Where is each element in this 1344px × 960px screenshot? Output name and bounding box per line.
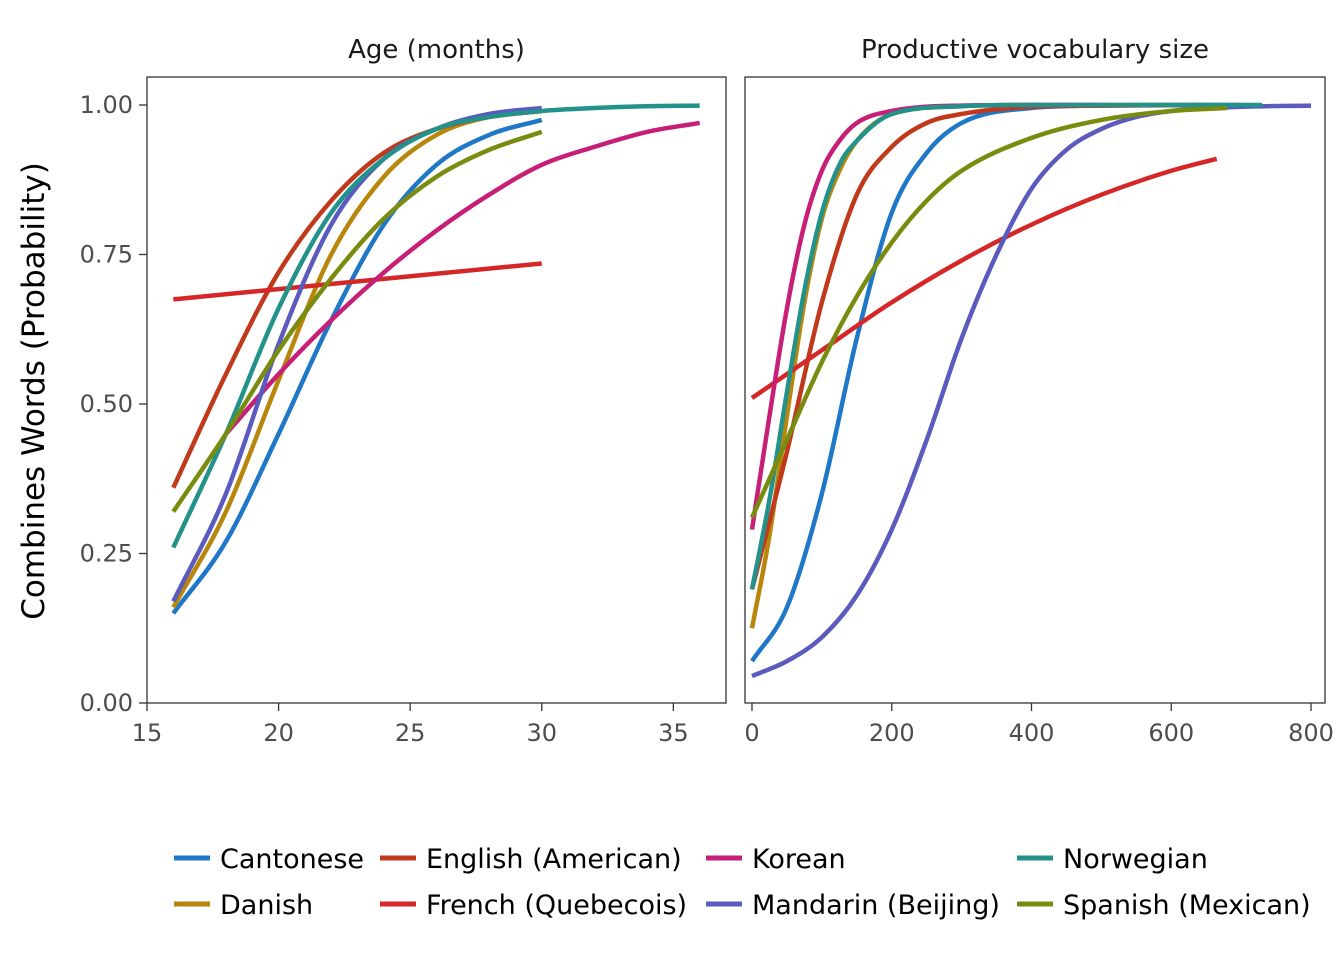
series-line-spanish-mexican	[171, 129, 543, 513]
y-tick-label: 1.00	[80, 91, 133, 119]
series-line-norwegian	[171, 103, 700, 549]
panel-age-months: Age (months) 15 20 25 30 35 0.00 0.25 0.50 0.75 1.…	[80, 35, 727, 747]
x-tick-label: 15	[132, 719, 163, 747]
legend-item-mandarin-beijing: Mandarin (Beijing)	[706, 890, 1000, 921]
legend-label: Norwegian	[1063, 844, 1208, 875]
x-tick-label: 600	[1148, 719, 1194, 747]
y-axis-title: Combines Words (Probability)	[16, 162, 52, 620]
legend: Cantonese Danish English (American) French …	[174, 844, 1311, 921]
series-line-spanish-mexican	[749, 105, 1228, 519]
y-tick-label: 0.00	[80, 689, 133, 717]
x-tick-label: 20	[263, 719, 294, 747]
series-line-norwegian	[749, 102, 1263, 590]
x-tick-label: 25	[395, 719, 426, 747]
panel-frame	[744, 76, 1326, 704]
series-line-mandarin-beijing	[751, 103, 1312, 679]
y-tick-label: 0.50	[80, 390, 133, 418]
series-line-korean	[224, 120, 701, 436]
panel-title: Productive vocabulary size	[861, 35, 1209, 65]
y-tick-label: 0.75	[80, 241, 133, 269]
legend-item-korean: Korean	[706, 844, 846, 875]
legend-item-english-american: English (American)	[380, 844, 682, 875]
panel-productive-vocabulary-size: Productive vocabulary size 0 200 400 600 800	[744, 35, 1334, 747]
legend-item-french-quebecois: French (Quebecois)	[380, 890, 687, 921]
legend-item-norwegian: Norwegian	[1017, 844, 1208, 875]
legend-label: Korean	[752, 844, 846, 875]
x-tick-label: 0	[744, 719, 759, 747]
legend-item-danish: Danish	[174, 890, 313, 921]
legend-item-cantonese: Cantonese	[174, 844, 364, 875]
x-tick-label: 200	[869, 719, 915, 747]
x-tick-label: 800	[1288, 719, 1334, 747]
y-tick-label: 0.25	[80, 540, 133, 568]
legend-item-spanish-mexican: Spanish (Mexican)	[1017, 890, 1311, 921]
panels: Age (months) 15 20 25 30 35 0.00 0.25 0.50 0.75 1.…	[80, 35, 1334, 747]
legend-label: Mandarin (Beijing)	[752, 890, 1000, 921]
series-line-cantonese	[171, 117, 543, 615]
x-tick-label: 400	[1009, 719, 1055, 747]
x-tick-label: 35	[658, 719, 689, 747]
series-line-cantonese	[750, 102, 1242, 663]
legend-label: Cantonese	[220, 844, 364, 875]
legend-label: Spanish (Mexican)	[1063, 890, 1311, 921]
legend-label: English (American)	[426, 844, 682, 875]
legend-label: French (Quebecois)	[426, 890, 687, 921]
x-tick-label: 30	[526, 719, 557, 747]
series-line-french-quebecois	[173, 261, 542, 302]
panel-frame	[146, 76, 727, 704]
panel-title: Age (months)	[348, 35, 525, 65]
legend-label: Danish	[220, 890, 313, 921]
series-line-french-quebecois	[750, 156, 1218, 400]
